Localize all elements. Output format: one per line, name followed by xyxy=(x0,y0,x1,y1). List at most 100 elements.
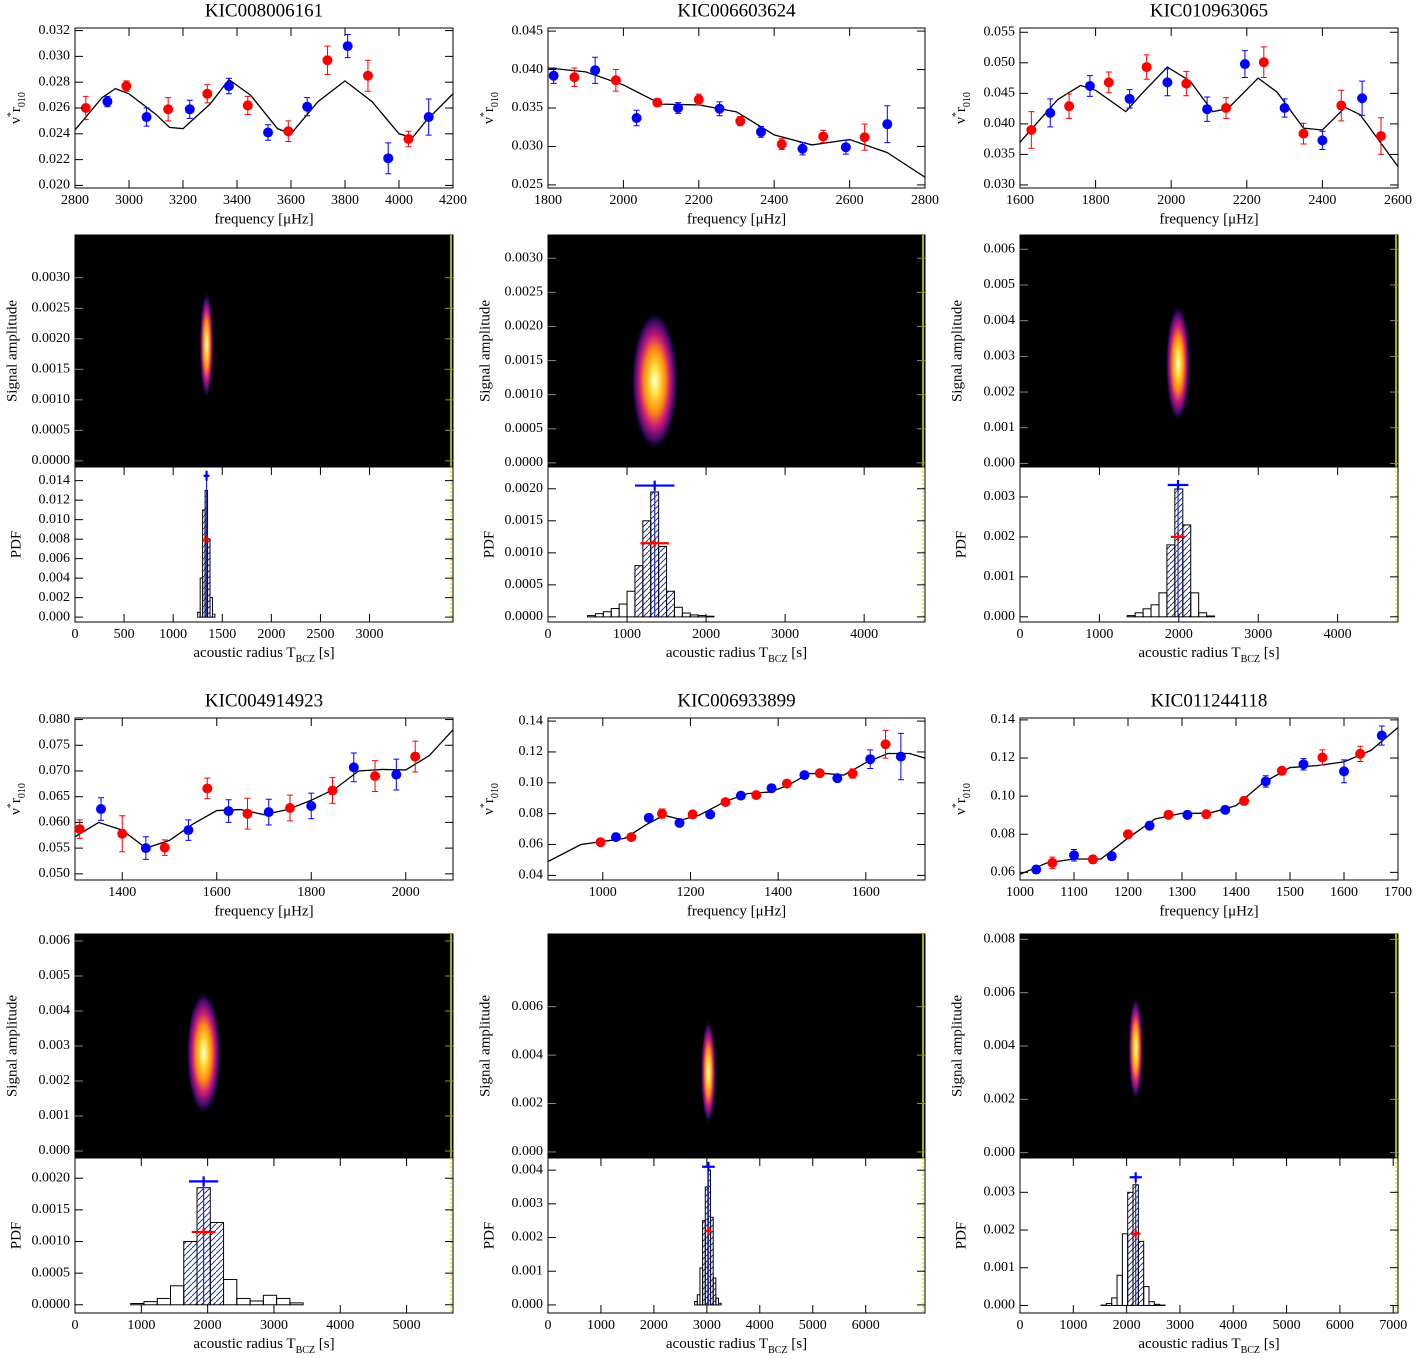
fit-line xyxy=(548,67,925,178)
estimate-error-bar xyxy=(634,480,675,491)
x-tick-label: 2500 xyxy=(306,627,334,642)
data-point xyxy=(242,100,253,111)
data-point xyxy=(423,112,434,123)
data-point xyxy=(1276,765,1287,776)
x-tick-label: 0 xyxy=(545,627,552,642)
x-axis-label: frequency [μHz] xyxy=(687,903,786,919)
data-point xyxy=(880,739,891,750)
x-axis-label-part: acoustic radius T xyxy=(193,645,295,661)
y-tick-label: 0.014 xyxy=(39,473,71,488)
x-tick-label: 3600 xyxy=(277,193,305,208)
plot-frame xyxy=(547,1157,926,1314)
x-tick-label: 1700 xyxy=(1384,885,1412,900)
x-tick-label: 4000 xyxy=(1219,1318,1247,1333)
y-tick-label: 0.008 xyxy=(39,531,71,546)
y-tick-label: 0.0030 xyxy=(32,270,71,285)
data-point xyxy=(140,843,151,854)
y-tick-label: 0.06 xyxy=(519,837,544,852)
data-point xyxy=(1181,78,1192,89)
x-axis-label: frequency [μHz] xyxy=(214,903,313,919)
y-tick-label: 0.025 xyxy=(512,177,544,192)
x-axis-label: acoustic radius TBCZ [s] xyxy=(1138,645,1279,664)
data-point xyxy=(95,804,106,815)
data-point xyxy=(797,143,808,154)
x-axis-label-part: acoustic radius T xyxy=(193,1336,295,1352)
plot-frame xyxy=(547,466,926,623)
y-tick-label: 0.024 xyxy=(39,126,71,141)
y-tick-label: 0.001 xyxy=(984,569,1016,584)
data-point xyxy=(766,783,777,794)
data-point xyxy=(1339,766,1349,777)
y-tick-label: 0.0015 xyxy=(505,513,544,528)
y-axis-label: PDF xyxy=(8,1222,24,1250)
y-axis-label-part: ν xyxy=(8,117,24,124)
data-point xyxy=(1317,752,1328,763)
x-tick-label: 5000 xyxy=(1273,1318,1301,1333)
data-point xyxy=(776,139,787,150)
data-point xyxy=(1258,57,1269,68)
data-point xyxy=(1045,107,1056,118)
data-point xyxy=(306,800,317,811)
data-point xyxy=(610,832,621,843)
x-tick-label: 0 xyxy=(1017,627,1024,642)
plot-frame xyxy=(547,717,926,881)
y-tick-label: 0.000 xyxy=(512,1144,544,1159)
data-point xyxy=(705,809,716,820)
data-point xyxy=(652,97,663,108)
x-axis-label-part: BCZ xyxy=(1241,654,1260,665)
plot-frame xyxy=(547,27,926,189)
data-point xyxy=(283,126,294,137)
y-tick-label: 0.14 xyxy=(991,712,1016,727)
y-axis-label-part: r xyxy=(953,798,969,803)
x-axis-label: acoustic radius TBCZ [s] xyxy=(1138,1336,1279,1355)
y-tick-label: 0.032 xyxy=(39,23,71,38)
y-tick-label: 0.000 xyxy=(984,1145,1016,1160)
data-point xyxy=(410,751,421,762)
x-axis-label-part: [s] xyxy=(788,1336,808,1352)
y-tick-label: 0.0020 xyxy=(32,1170,71,1185)
y-tick-label: 0.070 xyxy=(39,763,71,778)
y-tick-label: 0.006 xyxy=(984,241,1016,256)
y-tick-label: 0.030 xyxy=(984,177,1016,192)
histogram-bar xyxy=(705,615,715,618)
x-tick-label: 1000 xyxy=(159,627,187,642)
histogram-bar xyxy=(717,1302,722,1306)
y-axis-label-part: 010 xyxy=(962,92,973,107)
data-point xyxy=(626,832,637,843)
y-tick-label: 0.045 xyxy=(512,23,544,38)
y-tick-label: 0.060 xyxy=(39,815,71,830)
data-point xyxy=(362,70,373,81)
y-axis-label-part: r xyxy=(481,107,497,112)
x-tick-label: 4000 xyxy=(1324,627,1352,642)
data-point xyxy=(342,41,353,52)
y-axis-label-part: r xyxy=(481,798,497,803)
histogram-bar xyxy=(1166,544,1176,618)
x-tick-label: 4000 xyxy=(746,1318,774,1333)
histogram-bar xyxy=(1206,615,1216,618)
data-point xyxy=(141,112,152,123)
y-tick-label: 0.030 xyxy=(512,139,544,154)
y-tick-label: 0.002 xyxy=(512,1096,544,1111)
x-axis-label-part: [s] xyxy=(1260,1336,1280,1352)
x-tick-label: 1100 xyxy=(1060,885,1087,900)
heatmap-background xyxy=(547,234,926,468)
x-tick-label: 1000 xyxy=(613,627,641,642)
chart-title: KIC010963065 xyxy=(1150,0,1268,21)
data-point xyxy=(383,153,394,164)
histogram-bar xyxy=(289,1302,304,1306)
y-tick-label: 0.000 xyxy=(984,609,1016,624)
data-point xyxy=(1069,850,1079,861)
plot-frame xyxy=(1019,466,1399,623)
y-axis-label: ν*r010 xyxy=(479,783,501,815)
y-axis-label: PDF xyxy=(953,531,969,559)
histogram-bar xyxy=(1148,1301,1155,1306)
data-point xyxy=(1221,103,1232,113)
y-tick-label: 0.003 xyxy=(39,1038,71,1053)
y-tick-label: 0.004 xyxy=(512,1162,544,1177)
plot-frame xyxy=(1019,1157,1399,1314)
histogram-bar xyxy=(715,1297,719,1306)
y-tick-label: 0.003 xyxy=(984,349,1016,364)
data-point xyxy=(1298,759,1309,770)
data-point xyxy=(183,825,194,836)
data-point xyxy=(687,809,698,820)
